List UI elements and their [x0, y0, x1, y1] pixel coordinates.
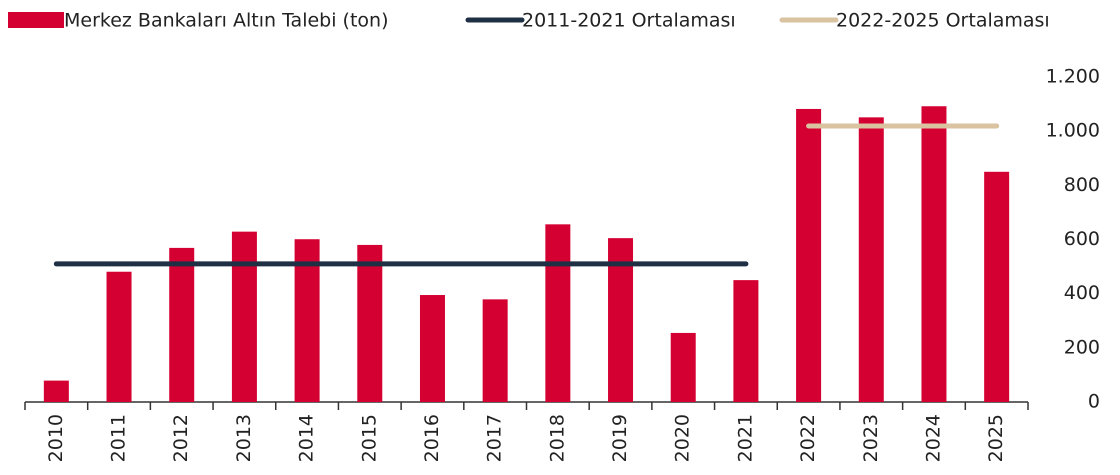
legend-label: 2022-2025 Ortalaması [836, 10, 1050, 32]
legend-swatch [8, 12, 64, 28]
x-tick-label: 2010 [45, 414, 67, 462]
x-tick-label: 2024 [922, 414, 944, 462]
x-tick-label: 2014 [296, 414, 318, 462]
x-tick-label: 2012 [170, 414, 192, 462]
x-tick-label: 2025 [985, 414, 1007, 462]
y-tick-label: 1.200 [1046, 66, 1100, 88]
bar [545, 224, 571, 402]
x-tick-label: 2023 [860, 414, 882, 462]
bar [43, 380, 69, 402]
bar [231, 231, 257, 402]
bar [419, 295, 445, 402]
bar [858, 117, 884, 403]
legend-label: 2011-2021 Ortalaması [522, 10, 736, 32]
x-tick-label: 2016 [421, 414, 443, 462]
x-tick-label: 2015 [358, 414, 380, 462]
y-tick-label: 0 [1088, 391, 1100, 413]
bar [482, 299, 508, 402]
x-tick-label: 2013 [233, 414, 255, 462]
bar [796, 108, 822, 402]
y-tick-label: 600 [1064, 228, 1100, 250]
bar [357, 244, 383, 402]
bar [670, 332, 696, 402]
bar [733, 280, 759, 402]
y-tick-label: 1.000 [1046, 120, 1100, 142]
y-tick-label: 200 [1064, 336, 1100, 358]
y-tick-label: 800 [1064, 174, 1100, 196]
x-tick-label: 2019 [609, 414, 631, 462]
x-tick-label: 2018 [546, 414, 568, 462]
y-tick-label: 400 [1064, 282, 1100, 304]
x-tick-label: 2020 [672, 414, 694, 462]
bar [106, 271, 132, 402]
x-tick-label: 2017 [484, 414, 506, 462]
bar [984, 171, 1010, 402]
x-tick-label: 2011 [108, 414, 130, 462]
legend-label: Merkez Bankaları Altın Talebi (ton) [64, 10, 388, 32]
bar [921, 106, 947, 402]
bar [169, 247, 195, 402]
x-tick-label: 2021 [734, 414, 756, 462]
x-tick-label: 2022 [797, 414, 819, 462]
